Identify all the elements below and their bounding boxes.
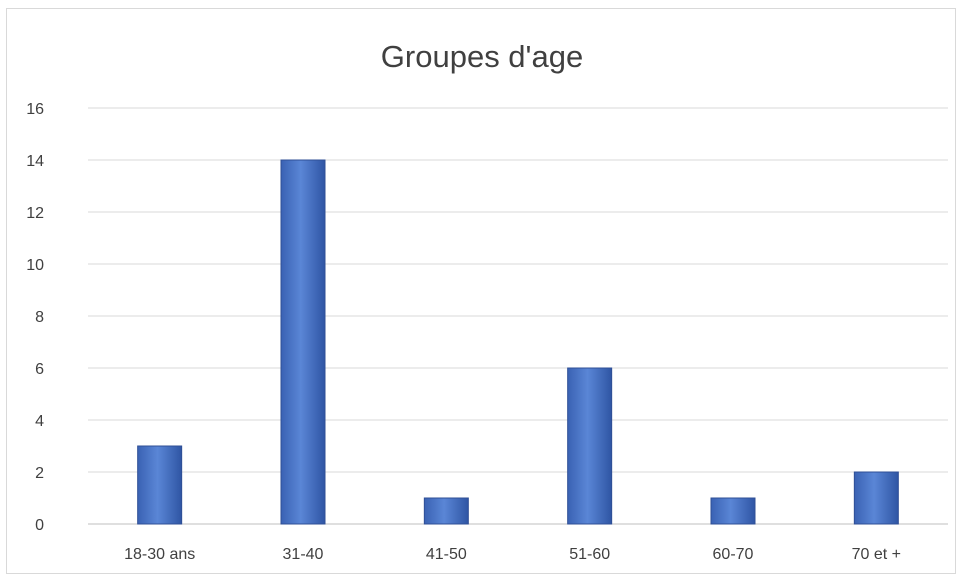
bar-41-50	[423, 497, 469, 525]
y-tick-label: 14	[26, 153, 44, 170]
x-tick-label: 60-70	[713, 546, 754, 563]
x-tick-label: 41-50	[426, 546, 467, 563]
bar-18-30-ans	[137, 445, 183, 525]
y-tick-label: 0	[35, 517, 44, 534]
x-tick-label: 70 et +	[852, 546, 901, 563]
bar-51-60	[567, 367, 613, 525]
y-tick-label: 10	[26, 257, 44, 274]
y-tick-label: 16	[26, 101, 44, 118]
bar-60-70	[710, 497, 756, 525]
x-tick-label: 31-40	[283, 546, 324, 563]
y-tick-label: 2	[35, 465, 44, 482]
y-tick-label: 12	[26, 205, 44, 222]
bar-70-et	[853, 471, 899, 525]
y-tick-label: 6	[35, 361, 44, 378]
x-tick-label: 18-30 ans	[124, 546, 195, 563]
bar-31-40	[280, 159, 326, 525]
y-tick-label: 8	[35, 309, 44, 326]
chart-title: Groupes d'age	[380, 39, 584, 74]
x-tick-label: 51-60	[569, 546, 610, 563]
y-tick-label: 4	[35, 413, 44, 430]
